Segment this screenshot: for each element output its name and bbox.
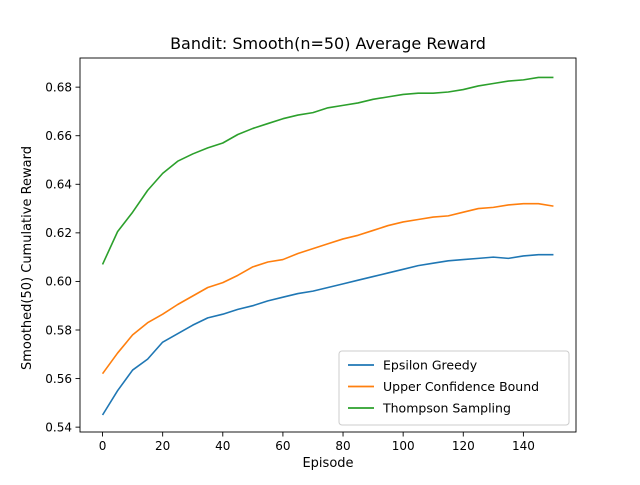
x-tick-label: 80 [335, 439, 350, 453]
y-axis-label: Smoothed(50) Cumulative Reward [20, 146, 35, 370]
plot-area [79, 57, 577, 433]
y-tick-label: 0.66 [45, 129, 72, 143]
y-tick-label: 0.54 [45, 420, 72, 434]
x-tick-label: 20 [155, 439, 170, 453]
y-tick-label: 0.58 [45, 323, 72, 337]
x-tick-label: 40 [215, 439, 230, 453]
series-line-0 [101, 253, 554, 416]
x-axis-label: Episode [302, 456, 353, 471]
x-tick-label: 120 [452, 439, 475, 453]
legend-entry-label: Thompson Sampling [382, 401, 511, 416]
legend-entry-label: Upper Confidence Bound [383, 379, 539, 394]
x-tick-label: 100 [392, 439, 415, 453]
x-tick-label: 0 [99, 439, 107, 453]
y-tick-label: 0.62 [45, 226, 72, 240]
y-tick-label: 0.68 [45, 80, 72, 94]
y-tick-label: 0.60 [45, 275, 72, 289]
x-axis-ticks: 0 20 40 60 80 100 120 140 [99, 432, 535, 453]
y-tick-label: 0.64 [45, 178, 72, 192]
chart-title: Bandit: Smooth(n=50) Average Reward [170, 34, 486, 53]
x-tick-label: 60 [275, 439, 290, 453]
legend-box [338, 350, 570, 426]
axes-frame [79, 57, 577, 433]
legend-entry-label: Epsilon Greedy [383, 358, 478, 373]
series-line-2 [101, 76, 554, 265]
y-tick-label: 0.56 [45, 372, 72, 386]
series-line-1 [101, 202, 554, 375]
y-axis-ticks: 0.54 0.56 0.58 0.60 0.62 0.64 0.66 0.68 [45, 80, 80, 434]
legend: Epsilon Greedy Upper Confidence Bound Thom… [338, 350, 570, 426]
x-tick-label: 140 [512, 439, 535, 453]
